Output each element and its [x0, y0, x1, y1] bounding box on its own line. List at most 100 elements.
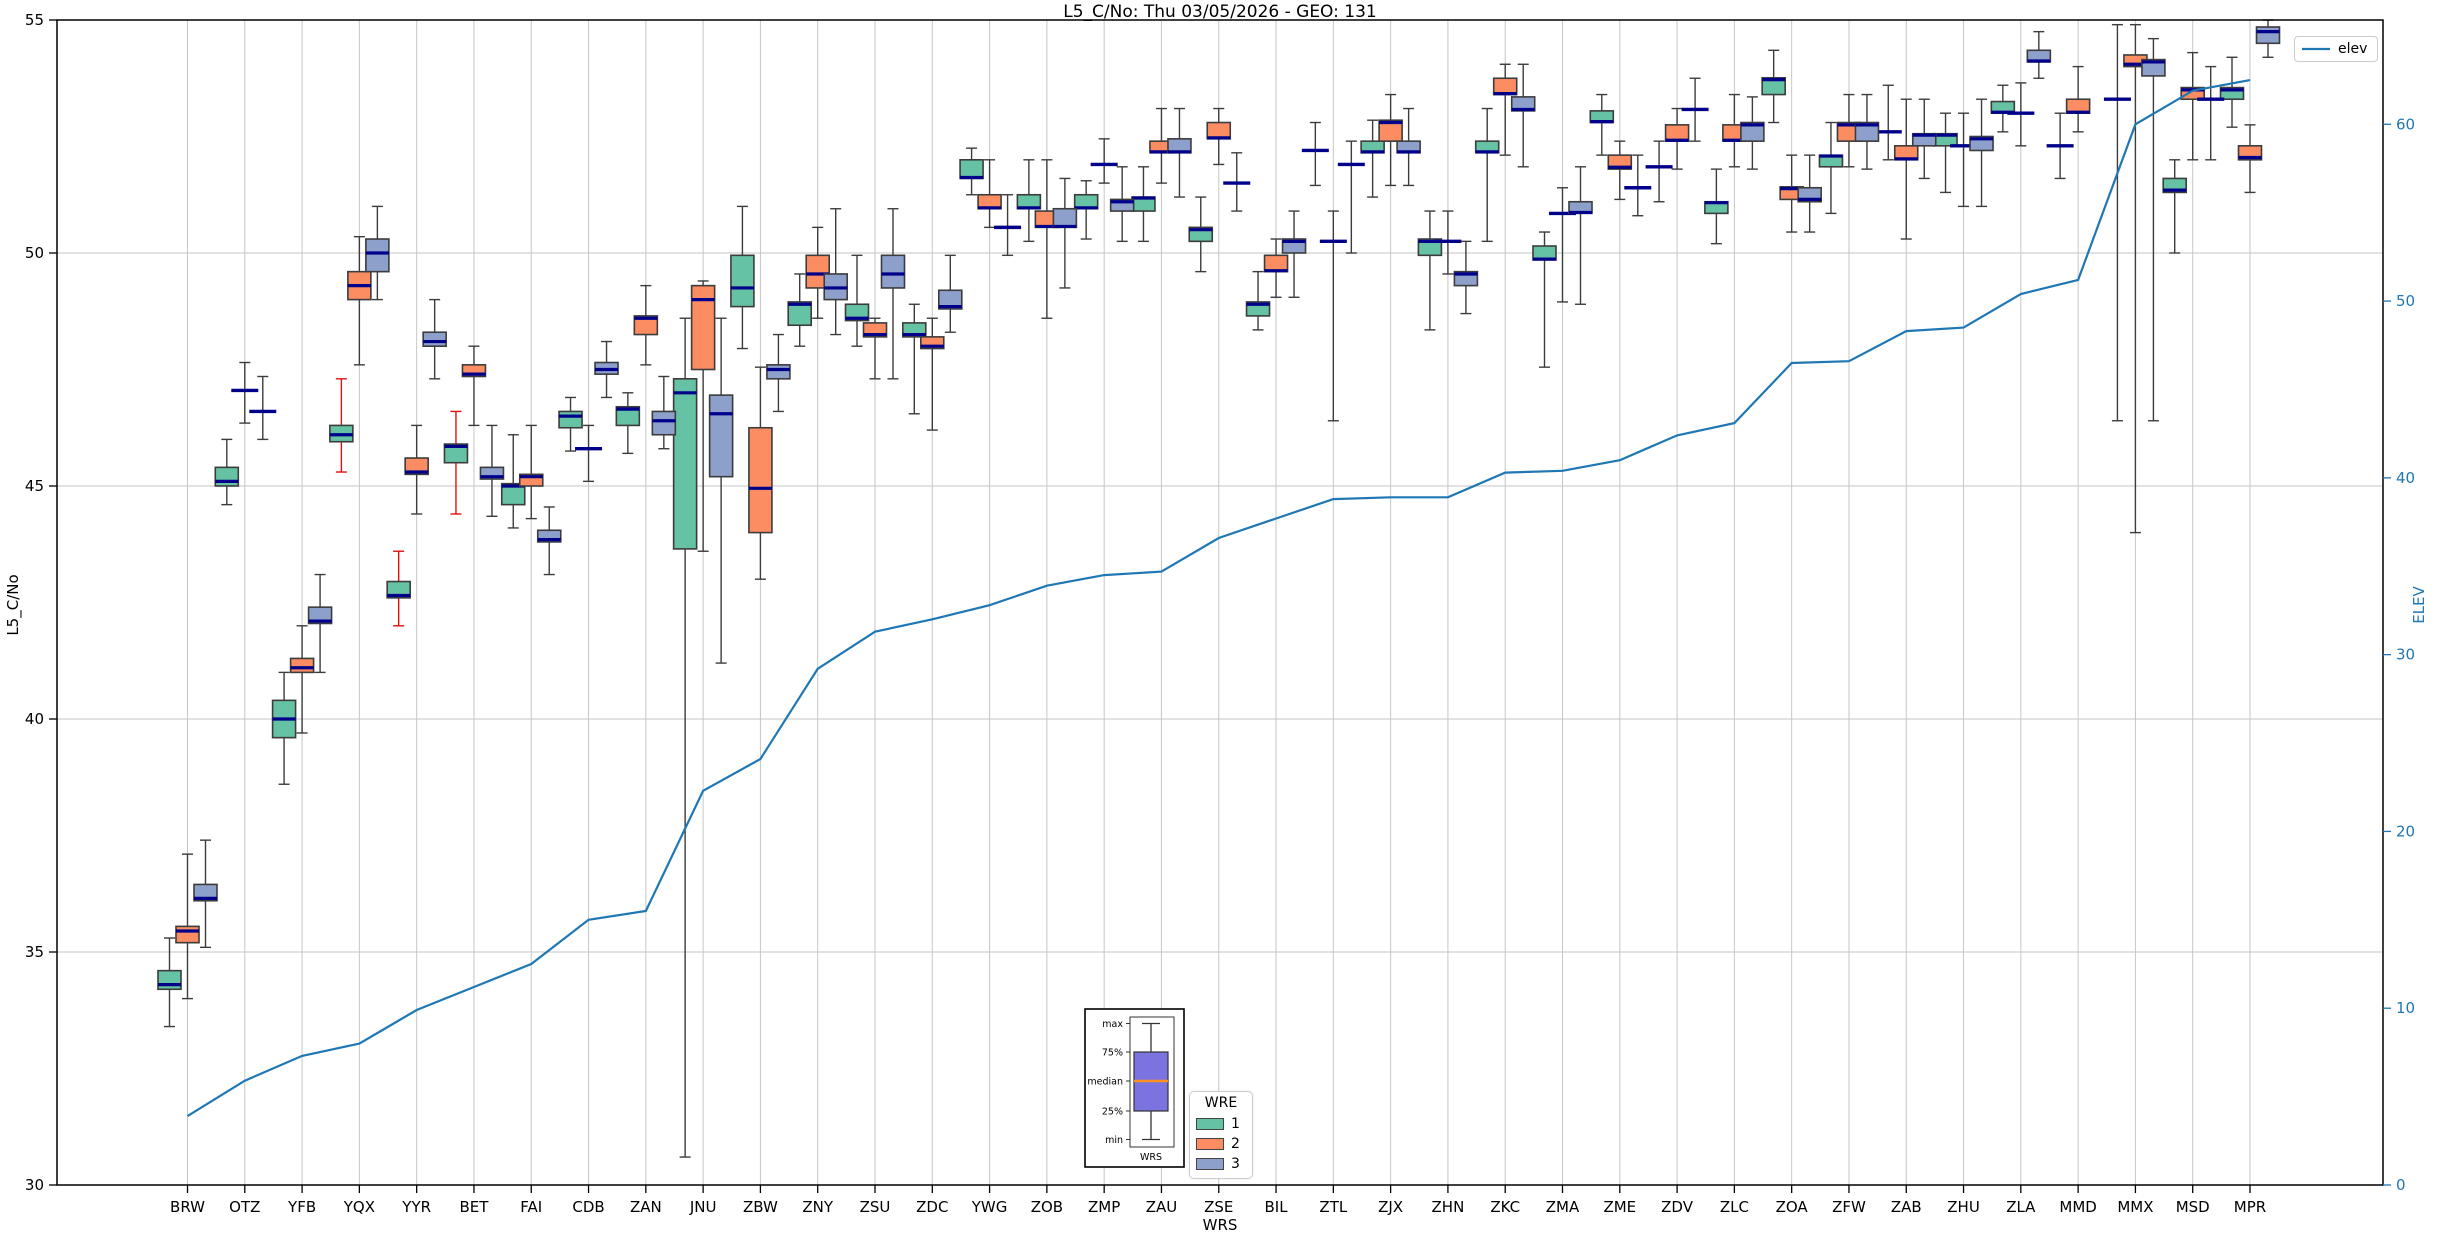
box-OTZ-wre1 [214, 466, 240, 487]
x-tick-label-YQX: YQX [343, 1198, 375, 1216]
box-ZME-wre2 [1607, 154, 1633, 170]
x-tick-label-ZMP: ZMP [1088, 1198, 1120, 1216]
x-tick-label-ZAU: ZAU [1146, 1198, 1178, 1216]
inset-label-75%: 75% [1102, 1048, 1123, 1059]
right-tick-label: 40 [2396, 469, 2415, 487]
right-tick-label: 20 [2396, 822, 2415, 840]
x-tick-label-ZDV: ZDV [1661, 1198, 1694, 1216]
left-tick-label: 55 [25, 11, 44, 29]
box-JNU-wre3 [708, 394, 734, 478]
plot-border [56, 19, 2384, 1186]
wre-legend-item-label: 1 [1231, 1116, 1240, 1132]
box-ZFW-wre3 [1854, 121, 1880, 142]
x-tick-label-ZHU: ZHU [1947, 1198, 1980, 1216]
x-tick-label-JNU: JNU [689, 1198, 717, 1216]
box-BRW-wre3 [193, 883, 218, 902]
box-YYR-wre2 [404, 457, 429, 476]
box-ZDC-wre3 [937, 289, 963, 310]
x-tick-label-ZTL: ZTL [1319, 1198, 1347, 1216]
box-YYR-wre1 [386, 580, 411, 599]
box-YYR-wre3 [422, 331, 447, 348]
box-YQX-wre3 [365, 238, 390, 273]
x-tick-label-ZLA: ZLA [2006, 1198, 2036, 1216]
left-tick-label: 45 [25, 477, 44, 495]
wre-legend-item-3[interactable]: 3 [1190, 1154, 1252, 1174]
x-tick-label-ZAN: ZAN [630, 1198, 662, 1216]
box-YFB-wre3 [307, 606, 333, 625]
box-ZOA-wre1 [1761, 76, 1786, 96]
box-FAI-wre3 [536, 529, 562, 543]
box-CDB-wre1 [558, 410, 583, 429]
x-tick-label-MMX: MMX [2117, 1198, 2153, 1216]
inset-axes [1129, 1016, 1175, 1148]
wre-legend-title: WRE [1204, 1095, 1238, 1111]
left-tick-label: 40 [25, 710, 44, 728]
x-tick-label-YYR: YYR [401, 1198, 431, 1216]
box-MPR-wre3 [2255, 26, 2281, 45]
x-tick-label-ZJX: ZJX [1378, 1198, 1403, 1216]
box-JNU-wre1 [672, 378, 698, 550]
box-ZAN-wre3 [651, 410, 677, 436]
box-ZSU-wre1 [844, 303, 870, 322]
wre-legend[interactable]: WRE 1 2 3 [1189, 1091, 1253, 1179]
right-tick-label: 30 [2396, 646, 2415, 664]
x-tick-label-YFB: YFB [287, 1198, 316, 1216]
wre-legend-item-label: 3 [1231, 1156, 1240, 1172]
x-tick-label-ZHN: ZHN [1432, 1198, 1465, 1216]
x-axis-label: WRS [1202, 1216, 1238, 1234]
x-tick-label-OTZ: OTZ [229, 1198, 260, 1216]
inset-label-max: max [1102, 1019, 1123, 1030]
right-tick-label: 60 [2396, 115, 2415, 133]
inset-label-median: median [1087, 1077, 1123, 1088]
x-tick-label-MPR: MPR [2234, 1198, 2266, 1216]
box-ZAN-wre2 [633, 315, 659, 336]
box-ZBW-wre3 [766, 364, 791, 380]
left-tick-label: 30 [25, 1176, 44, 1194]
box-JNU-wre2 [690, 284, 716, 371]
box-YFB-wre2 [289, 657, 315, 674]
wre-legend-item-2[interactable]: 2 [1190, 1134, 1252, 1154]
x-tick-label-ZLC: ZLC [1720, 1198, 1749, 1216]
wre-legend-item-label: 2 [1231, 1136, 1240, 1152]
box-MMX-wre3 [2141, 58, 2166, 77]
y-axis-label-left: L5_C/No [4, 574, 22, 636]
box-BRW-wre2 [175, 925, 200, 944]
wre-swatch-1 [1196, 1118, 1224, 1130]
x-tick-label-YWG: YWG [971, 1198, 1008, 1216]
x-tick-label-FAI: FAI [520, 1198, 542, 1216]
y-axis-label-right: ELEV [2410, 586, 2428, 624]
elev-line [186, 79, 2251, 1118]
box-ZLC-wre3 [1740, 121, 1765, 142]
x-tick-label-ZNY: ZNY [802, 1198, 833, 1216]
box-ZAN-wre1 [615, 405, 641, 427]
elev-line-icon [2302, 47, 2330, 51]
elev-legend-label: elev [2338, 41, 2368, 57]
right-tick-label: 10 [2396, 999, 2415, 1017]
box-BRW-wre1 [157, 969, 182, 991]
box-ZOB-wre3 [1052, 207, 1078, 229]
box-BET-wre2 [461, 364, 487, 378]
left-tick-label: 50 [25, 244, 44, 262]
box-ZNY-wre1 [787, 301, 813, 327]
box-YWG-wre1 [959, 159, 984, 180]
x-tick-label-ZOB: ZOB [1031, 1198, 1063, 1216]
box-FAI-wre1 [500, 482, 526, 506]
elev-legend[interactable]: elev [2294, 36, 2378, 62]
x-tick-label-ZOA: ZOA [1776, 1198, 1809, 1216]
right-tick-label: 50 [2396, 292, 2415, 310]
box-ZSU-wre3 [880, 254, 906, 289]
inset-xlabel: WRS [1140, 1152, 1162, 1163]
x-tick-label-ZFW: ZFW [1832, 1198, 1866, 1216]
x-tick-label-CDB: CDB [572, 1198, 604, 1216]
x-tick-label-ZSU: ZSU [860, 1198, 891, 1216]
box-BET-wre1 [443, 443, 469, 464]
x-tick-label-ZMA: ZMA [1546, 1198, 1580, 1216]
box-ZDC-wre2 [919, 336, 945, 350]
wre-legend-rows: 1 2 3 [1190, 1114, 1252, 1174]
right-tick-label: 0 [2396, 1176, 2406, 1194]
box-ZMP-wre3 [1109, 198, 1135, 212]
wre-swatch-3 [1196, 1158, 1224, 1170]
wre-legend-item-1[interactable]: 1 [1190, 1114, 1252, 1134]
box-ZJX-wre2 [1378, 119, 1403, 142]
